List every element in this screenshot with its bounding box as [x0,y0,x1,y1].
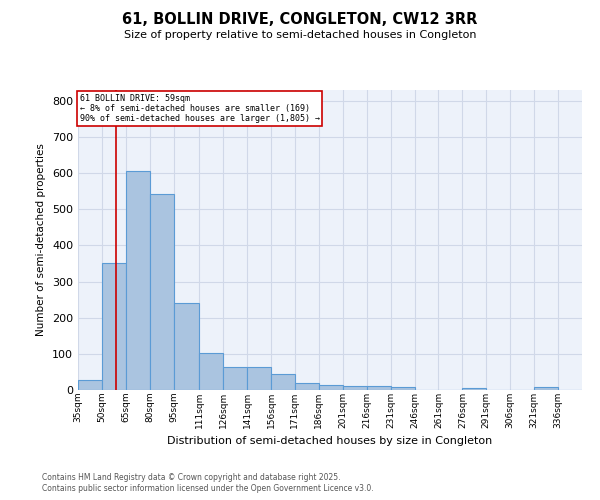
Bar [271,374,295,390]
Bar [463,388,487,390]
Bar [173,304,199,390]
Text: 61 BOLLIN DRIVE: 59sqm
← 8% of semi-detached houses are smaller (169)
90% of sem: 61 BOLLIN DRIVE: 59sqm ← 8% of semi-deta… [80,94,320,124]
Bar [319,384,343,390]
Text: Contains public sector information licensed under the Open Government Licence v3: Contains public sector information licen… [42,484,374,493]
Bar [223,366,247,390]
Bar [126,170,150,390]
Bar [367,386,391,390]
Bar [534,387,558,390]
Text: Size of property relative to semi-detached houses in Congleton: Size of property relative to semi-detach… [124,30,476,40]
Bar [102,264,126,390]
Bar [343,386,367,390]
Bar [247,366,271,390]
Text: 61, BOLLIN DRIVE, CONGLETON, CW12 3RR: 61, BOLLIN DRIVE, CONGLETON, CW12 3RR [122,12,478,28]
X-axis label: Distribution of semi-detached houses by size in Congleton: Distribution of semi-detached houses by … [167,436,493,446]
Bar [391,387,415,390]
Bar [78,380,102,390]
Text: Contains HM Land Registry data © Crown copyright and database right 2025.: Contains HM Land Registry data © Crown c… [42,473,341,482]
Bar [199,353,223,390]
Y-axis label: Number of semi-detached properties: Number of semi-detached properties [37,144,46,336]
Bar [150,194,173,390]
Bar [295,384,319,390]
